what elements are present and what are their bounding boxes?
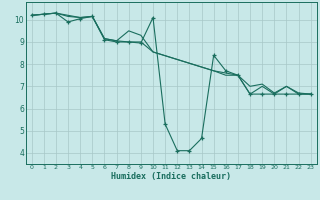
X-axis label: Humidex (Indice chaleur): Humidex (Indice chaleur) [111, 172, 231, 181]
